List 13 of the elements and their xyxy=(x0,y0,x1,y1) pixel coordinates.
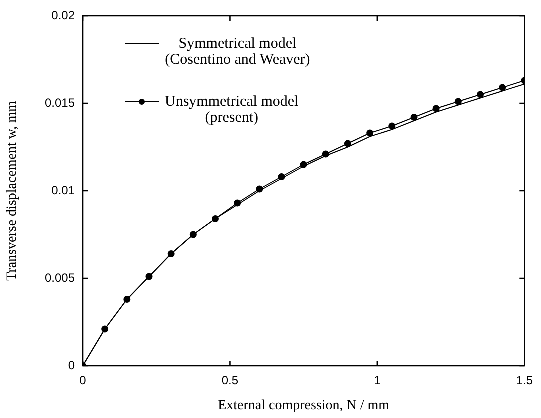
y-tick-label: 0.01 xyxy=(52,183,76,198)
y-tick-label: 0.005 xyxy=(44,270,76,285)
legend-label: Unsymmetrical model (present) xyxy=(165,94,299,126)
x-tick-label: 0.5 xyxy=(222,374,239,388)
x-tick-label: 1.5 xyxy=(516,374,534,388)
x-axis-title: External compression, N / mm xyxy=(218,398,390,414)
legend-label: Symmetrical model (Cosentino and Weaver) xyxy=(165,36,310,68)
y-tick-label: 0 xyxy=(68,358,76,372)
x-tick-label: 0 xyxy=(80,374,87,388)
x-tick-label: 1 xyxy=(374,374,382,388)
y-tick-label: 0.015 xyxy=(44,96,76,110)
y-tick-label: 0.02 xyxy=(52,8,76,22)
y-axis-title: Transverse displacement w, mm xyxy=(5,101,20,281)
